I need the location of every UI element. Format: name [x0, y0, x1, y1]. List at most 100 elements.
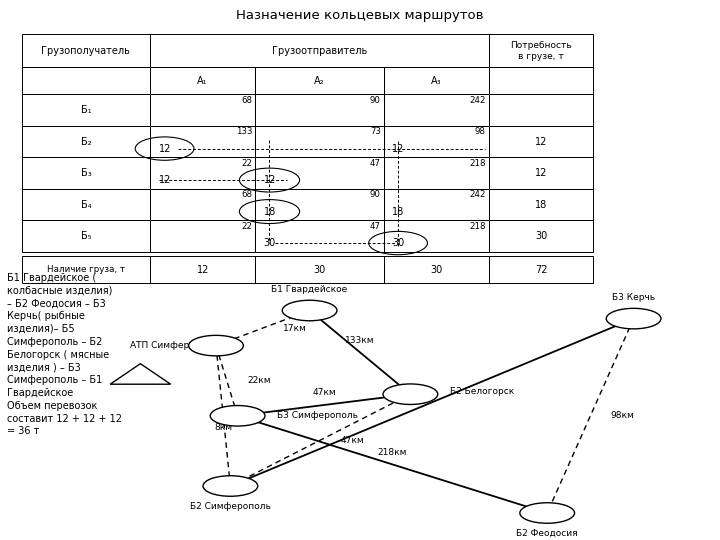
- Text: 133км: 133км: [345, 336, 375, 345]
- Bar: [22, 220, 150, 252]
- Bar: [22, 126, 150, 157]
- Text: 218: 218: [469, 159, 486, 168]
- Text: 218: 218: [469, 222, 486, 231]
- Text: Б3 Симферополь: Б3 Симферополь: [277, 411, 359, 420]
- Bar: [22, 256, 150, 284]
- Text: 18: 18: [535, 200, 547, 210]
- Text: 12: 12: [159, 144, 171, 153]
- Text: 242: 242: [469, 190, 486, 199]
- Text: Назначение кольцевых маршрутов: Назначение кольцевых маршрутов: [236, 9, 484, 22]
- Bar: [489, 68, 593, 94]
- Text: 12: 12: [264, 175, 276, 185]
- Circle shape: [383, 384, 438, 404]
- Circle shape: [189, 335, 243, 356]
- Bar: [255, 189, 384, 220]
- Text: Потребность
в грузе, т: Потребность в грузе, т: [510, 41, 572, 60]
- Text: 47км: 47км: [312, 388, 336, 397]
- Text: Б2 Белогорск: Б2 Белогорск: [450, 387, 514, 396]
- Text: Наличие груза, т: Наличие груза, т: [47, 265, 125, 274]
- Text: 218км: 218км: [378, 448, 407, 457]
- Text: 12: 12: [535, 168, 547, 178]
- Text: А₃: А₃: [431, 76, 441, 86]
- Bar: [489, 35, 593, 68]
- Bar: [255, 157, 384, 189]
- Bar: [150, 157, 255, 189]
- Text: 90: 90: [370, 96, 381, 105]
- Circle shape: [606, 308, 661, 329]
- Text: 72: 72: [535, 265, 547, 275]
- Bar: [22, 189, 150, 220]
- Text: 18: 18: [264, 207, 276, 217]
- Bar: [255, 220, 384, 252]
- Text: 98: 98: [474, 127, 486, 137]
- Circle shape: [520, 503, 575, 523]
- Text: 12: 12: [197, 265, 209, 275]
- Bar: [255, 94, 384, 126]
- Circle shape: [210, 406, 265, 426]
- Text: 12: 12: [392, 144, 405, 153]
- Text: А₁: А₁: [197, 76, 208, 86]
- Bar: [22, 94, 150, 126]
- Bar: [150, 256, 255, 284]
- Text: 12: 12: [159, 175, 171, 185]
- Text: 73: 73: [370, 127, 381, 137]
- Text: 18: 18: [392, 207, 405, 217]
- Text: 30: 30: [535, 231, 547, 241]
- Bar: [384, 126, 489, 157]
- Bar: [384, 220, 489, 252]
- Circle shape: [203, 476, 258, 496]
- Text: 90: 90: [370, 190, 381, 199]
- Bar: [384, 94, 489, 126]
- Text: Б2 Феодосия: Б2 Феодосия: [516, 529, 578, 538]
- Bar: [150, 94, 255, 126]
- Text: Б₅: Б₅: [81, 231, 91, 241]
- Text: 47км: 47км: [341, 436, 364, 444]
- Bar: [384, 157, 489, 189]
- Bar: [22, 68, 150, 94]
- Bar: [489, 189, 593, 220]
- Text: 22км: 22км: [247, 376, 271, 385]
- Bar: [489, 126, 593, 157]
- Text: 68: 68: [241, 96, 252, 105]
- Bar: [150, 220, 255, 252]
- Text: АТП Симферопол: АТП Симферопол: [130, 341, 212, 350]
- Bar: [489, 94, 593, 126]
- Bar: [489, 256, 593, 284]
- Bar: [489, 157, 593, 189]
- Bar: [255, 256, 384, 284]
- Bar: [255, 68, 384, 94]
- Circle shape: [282, 300, 337, 321]
- Text: Б₃: Б₃: [81, 168, 91, 178]
- Text: 30: 30: [430, 265, 442, 275]
- Text: 68: 68: [241, 190, 252, 199]
- Bar: [384, 68, 489, 94]
- Text: 30: 30: [313, 265, 325, 275]
- Bar: [22, 157, 150, 189]
- Bar: [384, 256, 489, 284]
- Text: Б₂: Б₂: [81, 137, 91, 147]
- Text: Б₄: Б₄: [81, 200, 91, 210]
- Text: 17км: 17км: [283, 323, 307, 333]
- Bar: [150, 35, 489, 68]
- Text: 133: 133: [235, 127, 252, 137]
- Text: 8км: 8км: [214, 423, 233, 433]
- Text: 98км: 98км: [611, 411, 634, 420]
- Bar: [150, 126, 255, 157]
- Text: 47: 47: [370, 222, 381, 231]
- Bar: [384, 189, 489, 220]
- Bar: [489, 220, 593, 252]
- Text: 12: 12: [535, 137, 547, 147]
- Bar: [22, 35, 150, 68]
- Text: Б3 Керчь: Б3 Керчь: [612, 293, 655, 302]
- Text: 47: 47: [370, 159, 381, 168]
- Text: 30: 30: [392, 238, 405, 248]
- Bar: [150, 189, 255, 220]
- Text: Б1 Гвардейское (
колбасные изделия)
– Б2 Феодосия – Б3
Керчь( рыбные
изделия)– Б: Б1 Гвардейское ( колбасные изделия) – Б2…: [7, 273, 122, 436]
- Text: Б2 Симферополь: Б2 Симферополь: [190, 502, 271, 511]
- Text: Б₁: Б₁: [81, 105, 91, 115]
- Text: А₂: А₂: [314, 76, 325, 86]
- Bar: [255, 126, 384, 157]
- Text: Грузополучатель: Грузополучатель: [42, 46, 130, 56]
- Text: Грузоотправитель: Грузоотправитель: [271, 46, 367, 56]
- Text: 30: 30: [264, 238, 276, 248]
